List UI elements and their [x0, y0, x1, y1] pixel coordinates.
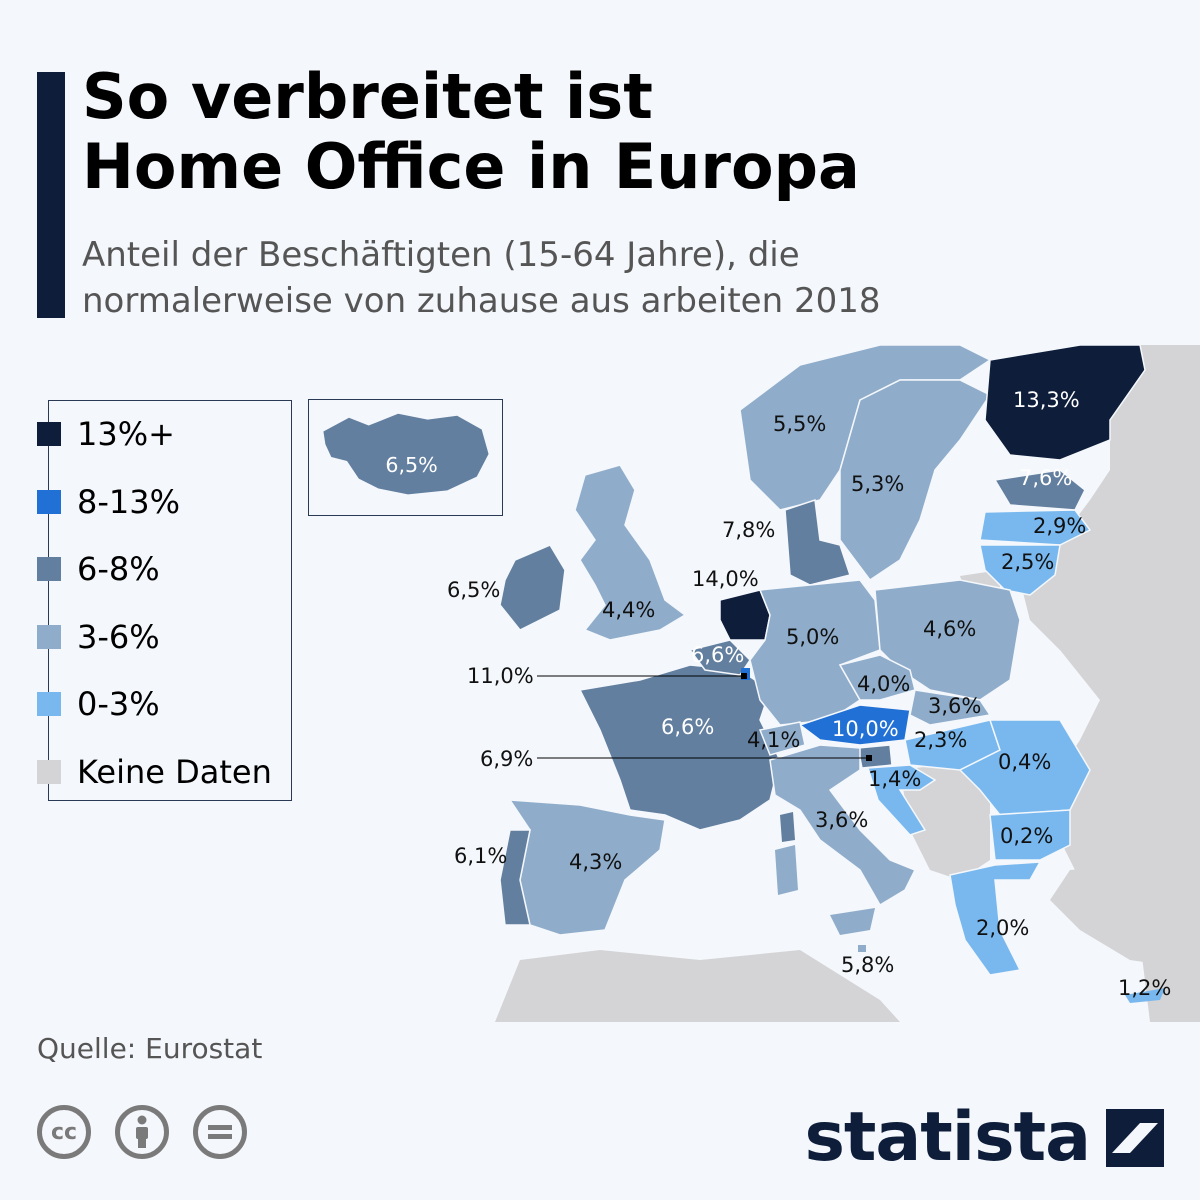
label-lithuania: 2,5% [1001, 550, 1054, 574]
country-switzerland [758, 721, 806, 756]
country-balkans-nodata [900, 760, 990, 880]
brand-wordmark: statista [804, 1098, 1091, 1177]
country-africa-nodata [495, 950, 900, 1022]
label-bulgaria: 0,2% [1000, 824, 1053, 848]
country-uk [574, 464, 687, 641]
country-turkey-nodata [1050, 860, 1200, 970]
country-russia-nodata [1020, 345, 1200, 1022]
subtitle-line-2: normalerweise von zuhause aus arbeiten 2… [82, 281, 881, 321]
no-derivatives-icon[interactable] [193, 1105, 247, 1159]
label-france: 6,6% [661, 715, 714, 739]
cc-icon[interactable]: cc [37, 1105, 91, 1159]
statista-logo[interactable]: statista [804, 1098, 1164, 1178]
legend-label: 13%+ [77, 415, 175, 453]
label-denmark: 7,8% [722, 518, 775, 542]
label-malta: 5,8% [841, 953, 894, 977]
legend-item-13plus: 13%+ [37, 414, 175, 454]
legend-label: 8-13% [77, 483, 181, 521]
legend-item-no-data: Keine Daten [37, 752, 272, 792]
title-line-2: Home Office in Europa [82, 130, 860, 203]
country-cyprus [1125, 988, 1165, 1003]
label-norway: 5,5% [773, 412, 826, 436]
country-germany [749, 579, 881, 726]
label-slovakia: 3,6% [928, 694, 981, 718]
europe-map: 5,5% 5,3% 13,3% 7,6% 2,9% 2,5% 7,8% 14,0… [0, 345, 1200, 1025]
legend-label: 3-6% [77, 618, 160, 656]
label-ireland: 6,5% [447, 578, 500, 602]
label-czechia: 4,0% [857, 672, 910, 696]
leader-dot-slovenia [866, 755, 872, 761]
legend-label: Keine Daten [77, 753, 272, 791]
label-portugal: 6,1% [454, 844, 507, 868]
legend-item-3-6: 3-6% [37, 617, 160, 657]
label-switzerland: 4,1% [747, 728, 800, 752]
legend-swatch [37, 692, 61, 716]
label-greece: 2,0% [976, 916, 1029, 940]
attribution-icon[interactable] [115, 1105, 169, 1159]
person-glyph [136, 1115, 148, 1148]
legend-swatch [37, 557, 61, 581]
country-corsica [780, 812, 795, 842]
country-bulgaria [989, 809, 1071, 861]
label-romania: 0,4% [998, 750, 1051, 774]
label-italy: 3,6% [815, 808, 868, 832]
country-lithuania [979, 544, 1061, 596]
page-title: So verbreitet ist Home Office in Europa [82, 62, 860, 202]
page-subtitle: Anteil der Beschäftigten (15-64 Jahre), … [82, 232, 982, 324]
label-austria: 10,0% [832, 717, 899, 741]
license-icons: cc [37, 1105, 247, 1159]
country-sweden [839, 379, 992, 582]
label-finland: 13,3% [1013, 388, 1080, 412]
label-croatia: 1,4% [868, 767, 921, 791]
legend-item-0-3: 0-3% [37, 684, 160, 724]
country-portugal [499, 829, 531, 926]
leader-dot-luxembourg [741, 673, 747, 679]
country-slovenia [857, 744, 893, 769]
label-iceland: 6,5% [385, 453, 437, 477]
accent-bar [37, 72, 65, 318]
country-finland [984, 345, 1146, 461]
label-spain: 4,3% [569, 850, 622, 874]
legend-swatch [37, 625, 61, 649]
legend-label: 0-3% [77, 685, 160, 723]
country-ireland [499, 544, 566, 631]
legend-swatch [37, 490, 61, 514]
statista-mark-icon [1106, 1109, 1164, 1167]
equals-glyph [208, 1125, 232, 1139]
country-denmark [784, 498, 851, 586]
country-croatia [867, 764, 937, 836]
legend-item-6-8: 6-8% [37, 549, 160, 589]
country-belgium [688, 639, 751, 676]
title-line-1: So verbreitet ist [82, 60, 653, 133]
source-text: Quelle: Eurostat [37, 1032, 263, 1065]
legend-swatch [37, 422, 61, 446]
label-sweden: 5,3% [851, 472, 904, 496]
legend-swatch [37, 760, 61, 784]
country-sicily [830, 908, 875, 935]
country-slovakia [909, 689, 992, 726]
label-netherlands: 14,0% [692, 567, 759, 591]
country-iceland [323, 413, 489, 495]
label-poland: 4,6% [923, 617, 976, 641]
label-hungary: 2,3% [914, 728, 967, 752]
legend-item-8-13: 8-13% [37, 482, 180, 522]
iceland-inset: 6,5% [308, 399, 503, 516]
country-sardinia [775, 845, 798, 895]
country-latvia [979, 509, 1092, 546]
label-uk: 4,4% [602, 598, 655, 622]
label-cyprus: 1,2% [1118, 976, 1171, 1000]
label-slovenia: 6,9% [480, 747, 533, 771]
country-estonia [993, 469, 1086, 511]
legend: 13%+ 8-13% 6-8% 3-6% 0-3% Keine Daten [37, 400, 292, 801]
label-belgium: 6,6% [691, 643, 744, 667]
country-italy [769, 744, 917, 907]
label-luxembourg: 11,0% [467, 664, 534, 688]
legend-label: 6-8% [77, 550, 160, 588]
label-germany: 5,0% [786, 625, 839, 649]
label-latvia: 2,9% [1033, 514, 1086, 538]
subtitle-line-1: Anteil der Beschäftigten (15-64 Jahre), … [82, 235, 800, 275]
country-greece [949, 861, 1042, 976]
label-estonia: 7,6% [1019, 466, 1072, 490]
country-malta [858, 945, 866, 952]
